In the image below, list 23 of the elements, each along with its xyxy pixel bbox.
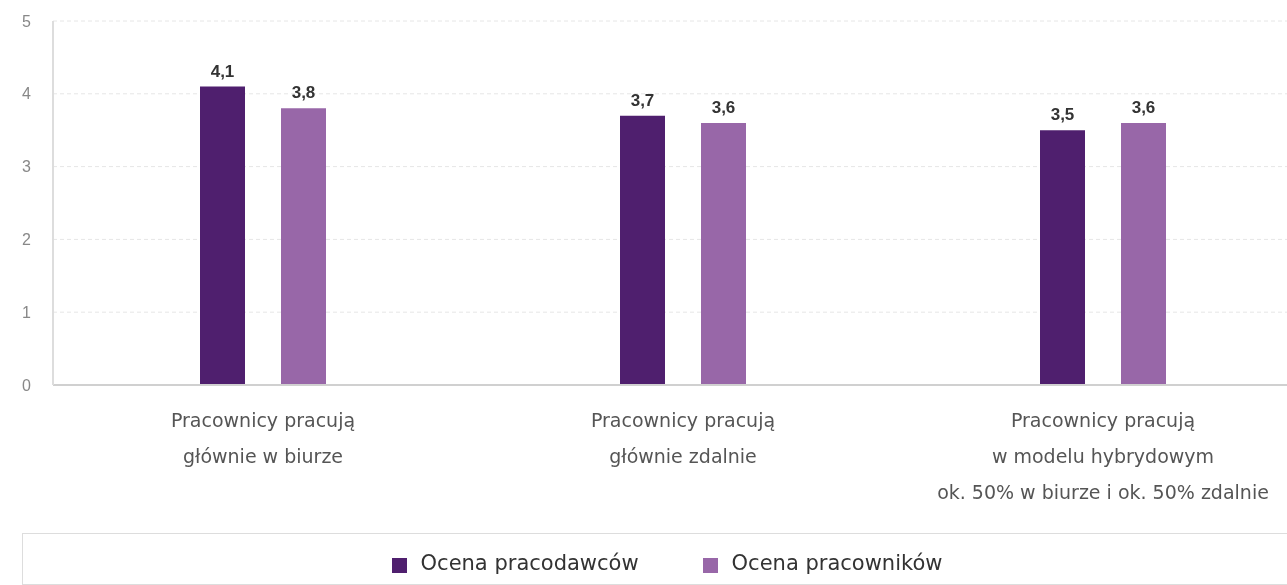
x-tick-label: Pracownicy pracują w modelu hybrydowym ok. 50% w biurze i ok. 50% zdalnie: [937, 409, 1269, 503]
y-tick-label: 3: [22, 158, 32, 176]
y-tick-label: 1: [22, 303, 32, 321]
data-label: 3,6: [711, 97, 736, 117]
y-tick-label: 2: [22, 231, 32, 249]
data-label: 3,6: [1131, 97, 1156, 117]
bar: [1040, 130, 1085, 385]
data-label: 3,7: [630, 90, 655, 110]
legend-label: Ocena pracowników: [731, 551, 943, 575]
x-tick-label: Pracownicy pracują głównie w biurze: [170, 409, 356, 467]
data-label: 3,5: [1050, 105, 1075, 125]
bar: [701, 122, 746, 385]
y-tick-label: 5: [22, 12, 32, 30]
data-label: 3,8: [291, 83, 316, 103]
y-tick-label: 4: [22, 85, 32, 103]
bar: [281, 108, 326, 385]
y-tick-label: 0: [22, 376, 32, 394]
bar: [200, 86, 245, 385]
x-tick-label: Pracownicy pracują głównie zdalnie: [590, 409, 776, 467]
bar: [620, 115, 665, 385]
data-label: 4,1: [210, 61, 235, 81]
legend-label: Ocena pracodawców: [420, 551, 639, 575]
bar: [1121, 122, 1166, 385]
